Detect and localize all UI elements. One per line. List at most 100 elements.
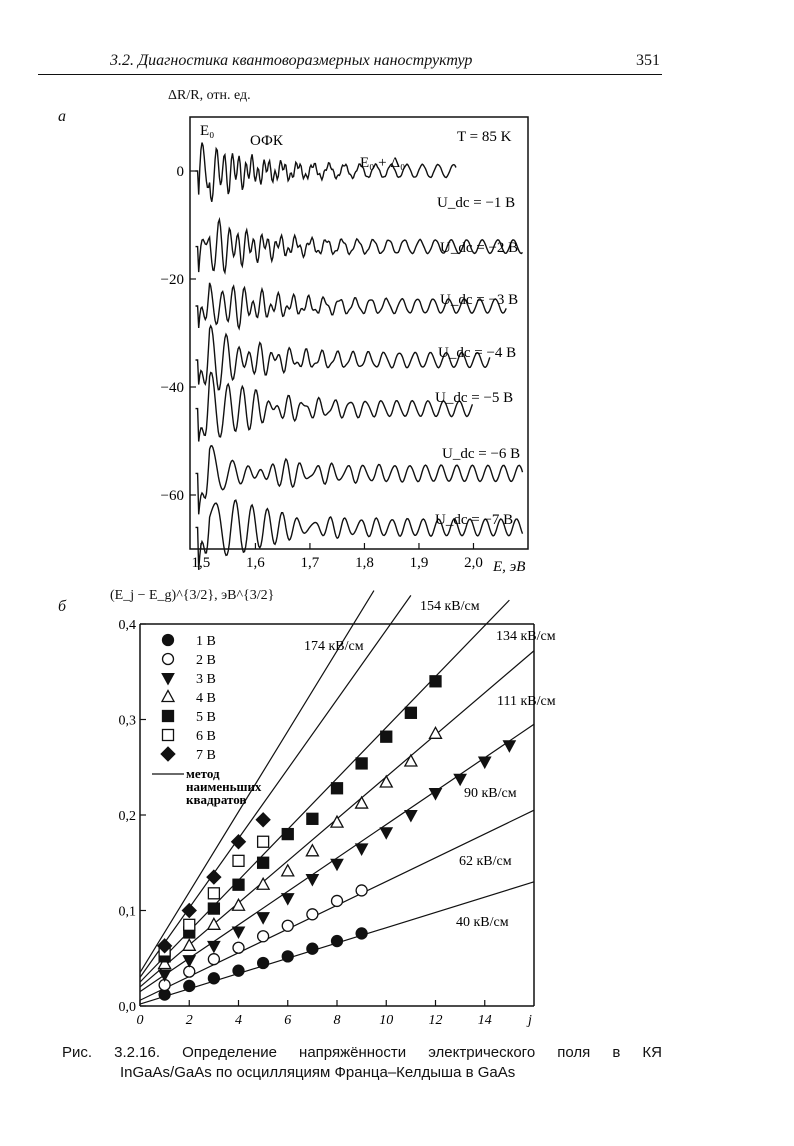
point-2v-7: [306, 908, 319, 921]
point-2v-8: [330, 894, 344, 908]
point-6v-5: [256, 835, 270, 848]
x-tick-label: 6: [284, 1013, 291, 1028]
curve-udc-6: [195, 444, 524, 515]
point-5v-10: [380, 730, 393, 743]
point-2v-2: [183, 965, 196, 978]
legend-marker-3: [161, 673, 175, 686]
x-tick-label: 1,9: [410, 555, 429, 571]
legend-marker-6: [161, 728, 175, 742]
point-2v-5: [256, 930, 270, 943]
legend-line-label-3: квадратов: [186, 792, 246, 807]
fit-label-4: 111 кВ/см: [497, 694, 556, 709]
y-tick-label: 0,2: [119, 809, 137, 824]
point-5v-11: [404, 706, 418, 719]
x-tick-label: 2,0: [464, 555, 483, 571]
curve-udc-1: [195, 142, 457, 202]
point-3v-2: [182, 955, 197, 968]
point-6v-4: [232, 854, 245, 867]
point-6v-2: [183, 918, 196, 931]
x-tick-label: 4: [235, 1013, 242, 1028]
legend-label-7: 7 B: [196, 748, 216, 763]
point-1v-4: [232, 964, 245, 977]
curve-label-udc-3: U_dc = −3 B: [440, 292, 518, 308]
fit-line-3: [139, 723, 535, 993]
point-5v-3: [207, 902, 221, 915]
point-2v-4: [232, 941, 245, 954]
label-e0-delta0: E₀ + Δ₀: [360, 155, 405, 171]
y-tick-label: 0: [177, 164, 185, 180]
curve-label-udc-1: U_dc = −1 B: [437, 195, 515, 211]
point-7v-4: [230, 834, 247, 850]
point-4v-8: [329, 814, 345, 828]
curve-label-udc-5: U_dc = −5 B: [435, 390, 513, 406]
x-tick-label: 1,7: [301, 555, 320, 571]
point-7v-2: [181, 902, 197, 919]
y-tick-label: 0,1: [119, 905, 137, 920]
point-3v-10: [379, 827, 394, 840]
fit-label-1: 174 кВ/см: [304, 639, 364, 654]
panel-b-chart: 0 2 4 6 8 10 12 14 0,0 0,1 0,2 0,3 0,4 174 кВ/см 154…: [119, 590, 556, 1028]
panel-a-ylabel: ΔR/R, отн. ед.: [168, 88, 251, 103]
label-ofk: ОФК: [250, 133, 284, 149]
point-3v-3: [207, 940, 221, 954]
legend-marker-2: [161, 652, 175, 666]
x-tick-label: 0: [137, 1013, 144, 1028]
curve-label-udc-7: U_dc = −7 B: [435, 512, 513, 528]
point-3v-15: [502, 740, 517, 753]
fit-line-5: [139, 599, 510, 983]
legend-label-4: 4 B: [196, 691, 216, 706]
curve-udc-4: [195, 324, 491, 391]
legend-marker-7: [160, 746, 176, 762]
point-4v-12: [428, 725, 443, 739]
caption-line-2: InGaAs/GaAs по осцилляциям Франца–Келдыш…: [120, 1064, 516, 1081]
point-5v-5: [256, 856, 270, 869]
x-tick-label: 2: [186, 1013, 193, 1028]
curve-label-udc-2: U_dc = −2 B: [440, 240, 518, 256]
point-4v-4: [231, 897, 246, 911]
point-1v-8: [330, 934, 344, 948]
point-5v-8: [330, 782, 344, 795]
point-4v-1: [157, 956, 172, 970]
panel-b-ylabel: (E_j − E_g)^{3/2}, эВ^{3/2}: [110, 588, 275, 603]
header-title: 3.2. Диагностика квантоворазмерных нанос…: [110, 52, 473, 69]
y-tick-label: 0,3: [119, 714, 137, 729]
x-tick-label: 8: [334, 1013, 341, 1028]
point-3v-9: [354, 843, 369, 856]
curve-udc-7: [195, 499, 524, 570]
point-5v-9: [355, 757, 368, 770]
point-3v-8: [330, 858, 344, 872]
curve-label-udc-4: U_dc = −4 B: [438, 345, 516, 361]
y-tick-label: 0,0: [119, 1000, 137, 1015]
point-4v-10: [379, 774, 394, 788]
legend-label-1: 1 B: [196, 634, 216, 649]
point-4v-9: [354, 795, 369, 809]
point-7v-1: [156, 938, 173, 954]
point-5v-7: [306, 812, 319, 825]
point-4v-7: [305, 843, 320, 857]
curve-label-udc-6: U_dc = −6 B: [442, 446, 520, 462]
point-4v-5: [256, 876, 271, 890]
point-1v-9: [355, 927, 368, 940]
legend-marker-5: [161, 709, 175, 723]
x-tick-label: 1,6: [246, 555, 265, 571]
point-3v-4: [231, 926, 246, 940]
point-3v-7: [305, 873, 320, 887]
y-tick-label: −20: [161, 272, 184, 288]
point-1v-6: [281, 950, 294, 963]
point-3v-11: [404, 810, 418, 823]
point-4v-6: [280, 863, 295, 877]
label-temperature: T = 85 K: [457, 129, 512, 145]
point-6v-3: [207, 887, 221, 900]
fit-label-5: 90 кВ/см: [464, 786, 517, 801]
point-3v-6: [280, 893, 295, 906]
x-tick-label: 1,5: [192, 555, 211, 571]
point-4v-2: [182, 937, 197, 951]
point-3v-1: [157, 969, 172, 983]
curve-udc-3: [195, 282, 507, 331]
x-tick-label: 12: [429, 1013, 443, 1028]
legend-label-5: 5 B: [196, 710, 216, 725]
curve-udc-5: [195, 371, 474, 442]
curve-udc-2: [195, 216, 523, 276]
point-5v-6: [281, 827, 294, 841]
point-2v-6: [281, 919, 294, 932]
